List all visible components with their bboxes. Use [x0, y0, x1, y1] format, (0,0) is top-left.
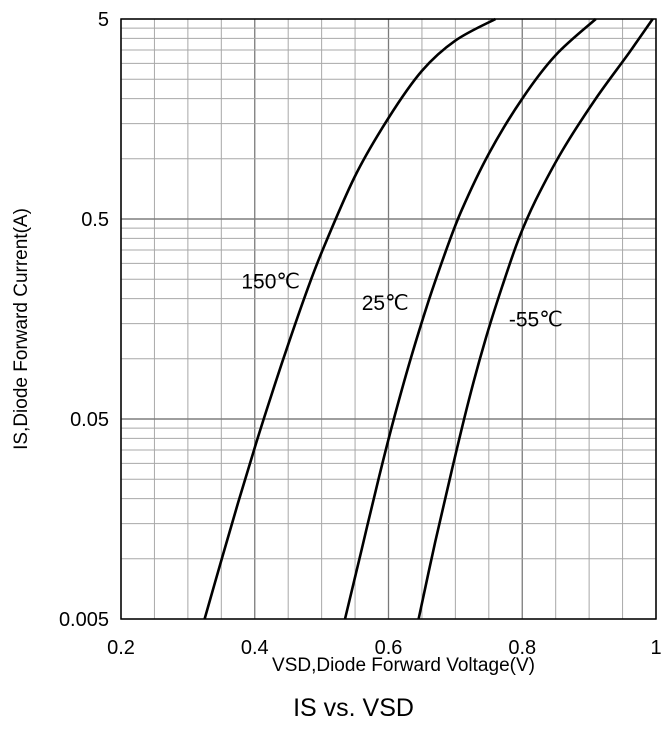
series-label: 25℃ — [362, 292, 409, 315]
x-tick-label: 0.2 — [107, 637, 135, 659]
series-labels: 150℃ 25℃ -55℃ — [241, 270, 562, 331]
x-axis-ticks: 0.2 0.4 0.6 0.8 1 — [107, 637, 661, 659]
y-axis-ticks: 0.005 0.05 0.5 5 — [59, 9, 109, 631]
series-label: 150℃ — [241, 270, 300, 293]
grid — [120, 18, 657, 620]
y-tick-label: 0.05 — [70, 409, 109, 431]
x-tick-label: 1 — [650, 637, 661, 659]
plot-frame — [120, 18, 657, 620]
x-tick-label: 0.8 — [508, 637, 536, 659]
y-tick-label: 0.5 — [81, 209, 109, 231]
chart-title: IS vs. VSD — [293, 694, 414, 722]
series-label: -55℃ — [509, 309, 563, 332]
x-axis-label: VSD,Diode Forward Voltage(V) — [272, 655, 535, 676]
series-line-0 — [203, 17, 497, 620]
x-tick-label: 0.6 — [375, 637, 403, 659]
series-line-2 — [417, 18, 654, 620]
y-tick-label: 5 — [98, 9, 109, 31]
y-axis-label: IS,Diode Forward Current(A) — [11, 208, 32, 450]
curves — [203, 17, 654, 620]
x-tick-label: 0.4 — [241, 637, 269, 659]
series-line-1 — [343, 18, 597, 620]
y-tick-label: 0.005 — [59, 609, 109, 631]
